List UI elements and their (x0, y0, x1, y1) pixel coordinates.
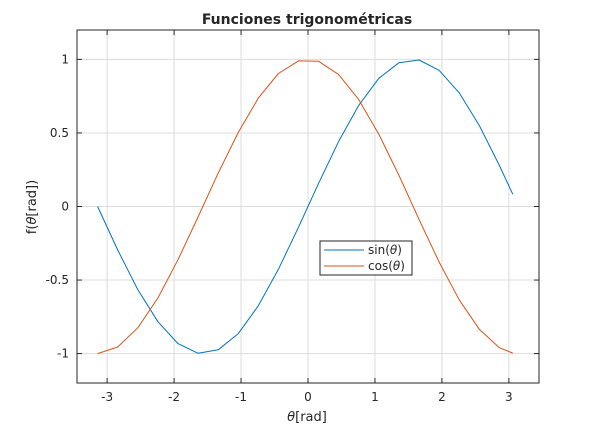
x-tick-label: -3 (101, 390, 113, 404)
x-tick-label: 1 (371, 390, 379, 404)
grid (77, 30, 539, 383)
x-tick-label: -2 (168, 390, 180, 404)
x-axis-label-symbol: θ (287, 410, 295, 425)
y-axis-label-symbol: θ (25, 217, 40, 225)
x-tick-label: 3 (505, 390, 513, 404)
y-tick-label: 0.5 (50, 126, 69, 140)
legend-box (319, 240, 413, 276)
series-line-sin (97, 59, 514, 354)
x-tick-label: 0 (304, 390, 312, 404)
y-tick-label: 1 (61, 52, 69, 66)
legend-label-cos: cos(θ) (368, 259, 405, 273)
ticks: -3 -2 -1 0 1 2 3 -1 -0.5 0 0.5 1 (46, 30, 539, 404)
x-tick-label: -1 (235, 390, 247, 404)
x-axis-label-unit: [rad] (295, 410, 327, 425)
legend: sin(θ) cos(θ) (319, 240, 413, 276)
x-tick-label: 2 (438, 390, 446, 404)
y-tick-label: -0.5 (46, 273, 69, 287)
series-line-cos (97, 60, 513, 355)
y-tick-label: 0 (61, 200, 69, 214)
y-axis-label-prefix: f( (25, 225, 40, 235)
series-layer (97, 59, 514, 355)
y-axis-label-suffix: [rad]) (25, 180, 40, 217)
legend-label-sin: sin(θ) (368, 243, 402, 257)
x-axis-label: θ[rad] (287, 410, 327, 425)
y-tick-label: -1 (57, 347, 69, 361)
y-axis-label: f(θ[rad]) (25, 180, 40, 234)
chart-title: Funciones trigonométricas (202, 12, 412, 28)
